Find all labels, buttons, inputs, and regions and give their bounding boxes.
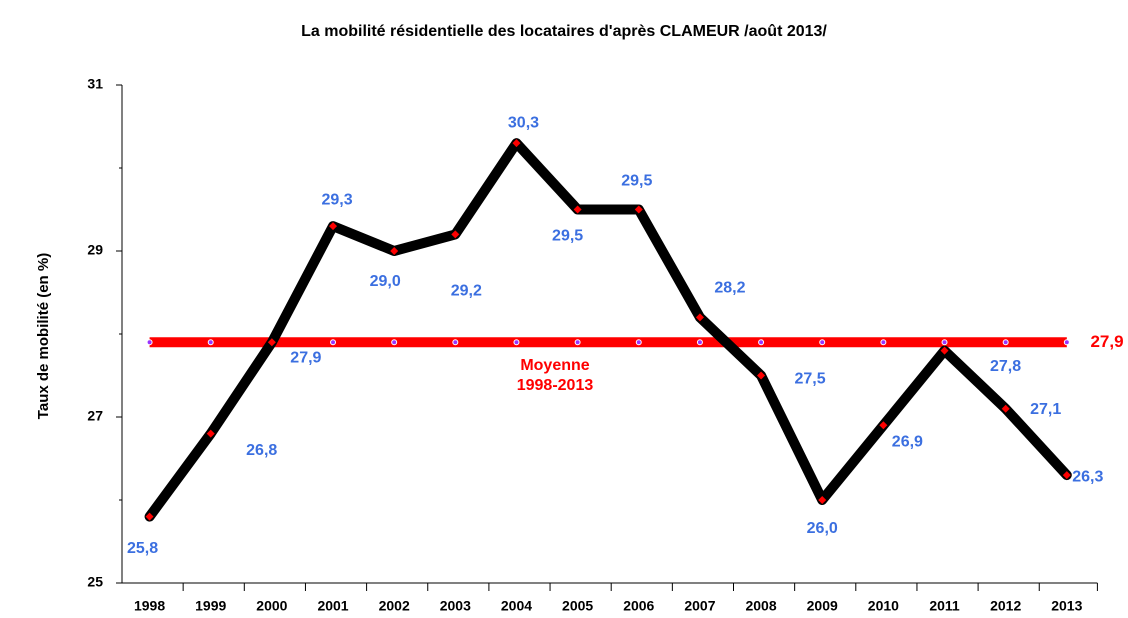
mean-marker: [758, 339, 765, 346]
data-label: 29,0: [370, 273, 401, 290]
x-tick-label: 2001: [317, 598, 348, 614]
marker: [573, 205, 582, 214]
data-label: 27,8: [990, 358, 1021, 375]
y-tick-label: 27: [87, 408, 103, 424]
x-tick-label: 2012: [990, 598, 1021, 614]
mean-marker: [635, 339, 642, 346]
data-label: 26,3: [1072, 468, 1103, 485]
marker: [1062, 471, 1071, 480]
marker: [879, 421, 888, 430]
x-tick-label: 2000: [256, 598, 287, 614]
x-tick-label: 2013: [1051, 598, 1082, 614]
mean-marker: [941, 339, 948, 346]
mean-marker: [1063, 339, 1070, 346]
data-label: 26,9: [892, 434, 923, 451]
y-axis-label: Taux de mobilité (en %): [35, 253, 52, 419]
data-label: 30,3: [508, 114, 539, 131]
mean-label: 27,9: [1090, 332, 1123, 351]
x-tick-label: 2009: [807, 598, 838, 614]
x-tick-label: 2003: [440, 598, 471, 614]
y-tick-label: 31: [87, 76, 103, 92]
marker: [695, 313, 704, 322]
marker: [329, 222, 338, 231]
data-label: 29,5: [621, 173, 652, 190]
marker: [145, 512, 154, 521]
mean-marker: [880, 339, 887, 346]
x-tick-label: 2005: [562, 598, 593, 614]
x-tick-label: 2008: [745, 598, 776, 614]
x-tick-label: 2011: [929, 598, 960, 614]
x-tick-label: 2010: [868, 598, 899, 614]
mean-marker: [330, 339, 337, 346]
mean-marker: [513, 339, 520, 346]
data-label: 29,5: [552, 228, 583, 245]
marker: [1001, 404, 1010, 413]
x-tick-label: 2002: [379, 598, 410, 614]
y-tick-label: 25: [87, 574, 103, 590]
data-label: 26,0: [807, 520, 838, 537]
mean-marker: [819, 339, 826, 346]
x-tick-label: 2006: [623, 598, 654, 614]
marker: [390, 247, 399, 255]
mean-marker: [207, 339, 214, 346]
mean-marker: [574, 339, 581, 346]
data-label: 28,2: [714, 280, 745, 297]
data-label: 29,2: [451, 283, 482, 300]
data-label: 27,1: [1030, 401, 1061, 418]
marker: [757, 371, 766, 380]
chart-title: La mobilité résidentielle des locataires…: [301, 23, 827, 40]
mean-marker: [452, 339, 459, 346]
annotation: 1998-2013: [517, 377, 594, 394]
marker: [512, 139, 521, 148]
marker: [634, 205, 643, 214]
mean-marker: [696, 339, 703, 346]
x-tick-label: 1998: [134, 598, 165, 614]
x-tick-label: 1999: [195, 598, 226, 614]
x-tick-label: 2004: [501, 598, 532, 614]
data-label: 27,9: [290, 350, 321, 367]
data-label: 25,8: [127, 540, 158, 557]
mean-marker: [146, 339, 153, 346]
marker: [206, 429, 215, 438]
mean-marker: [1002, 339, 1009, 346]
marker: [940, 346, 949, 355]
marker: [451, 230, 460, 239]
annotation: Moyenne: [520, 357, 589, 374]
y-tick-label: 29: [87, 242, 103, 258]
marker: [818, 496, 827, 504]
data-label: 27,5: [795, 371, 826, 388]
x-tick-label: 2007: [684, 598, 715, 614]
data-label: 26,8: [246, 442, 277, 459]
mean-marker: [391, 339, 398, 346]
line: [144, 138, 1072, 522]
data-label: 29,3: [321, 191, 352, 208]
marker: [267, 338, 276, 347]
